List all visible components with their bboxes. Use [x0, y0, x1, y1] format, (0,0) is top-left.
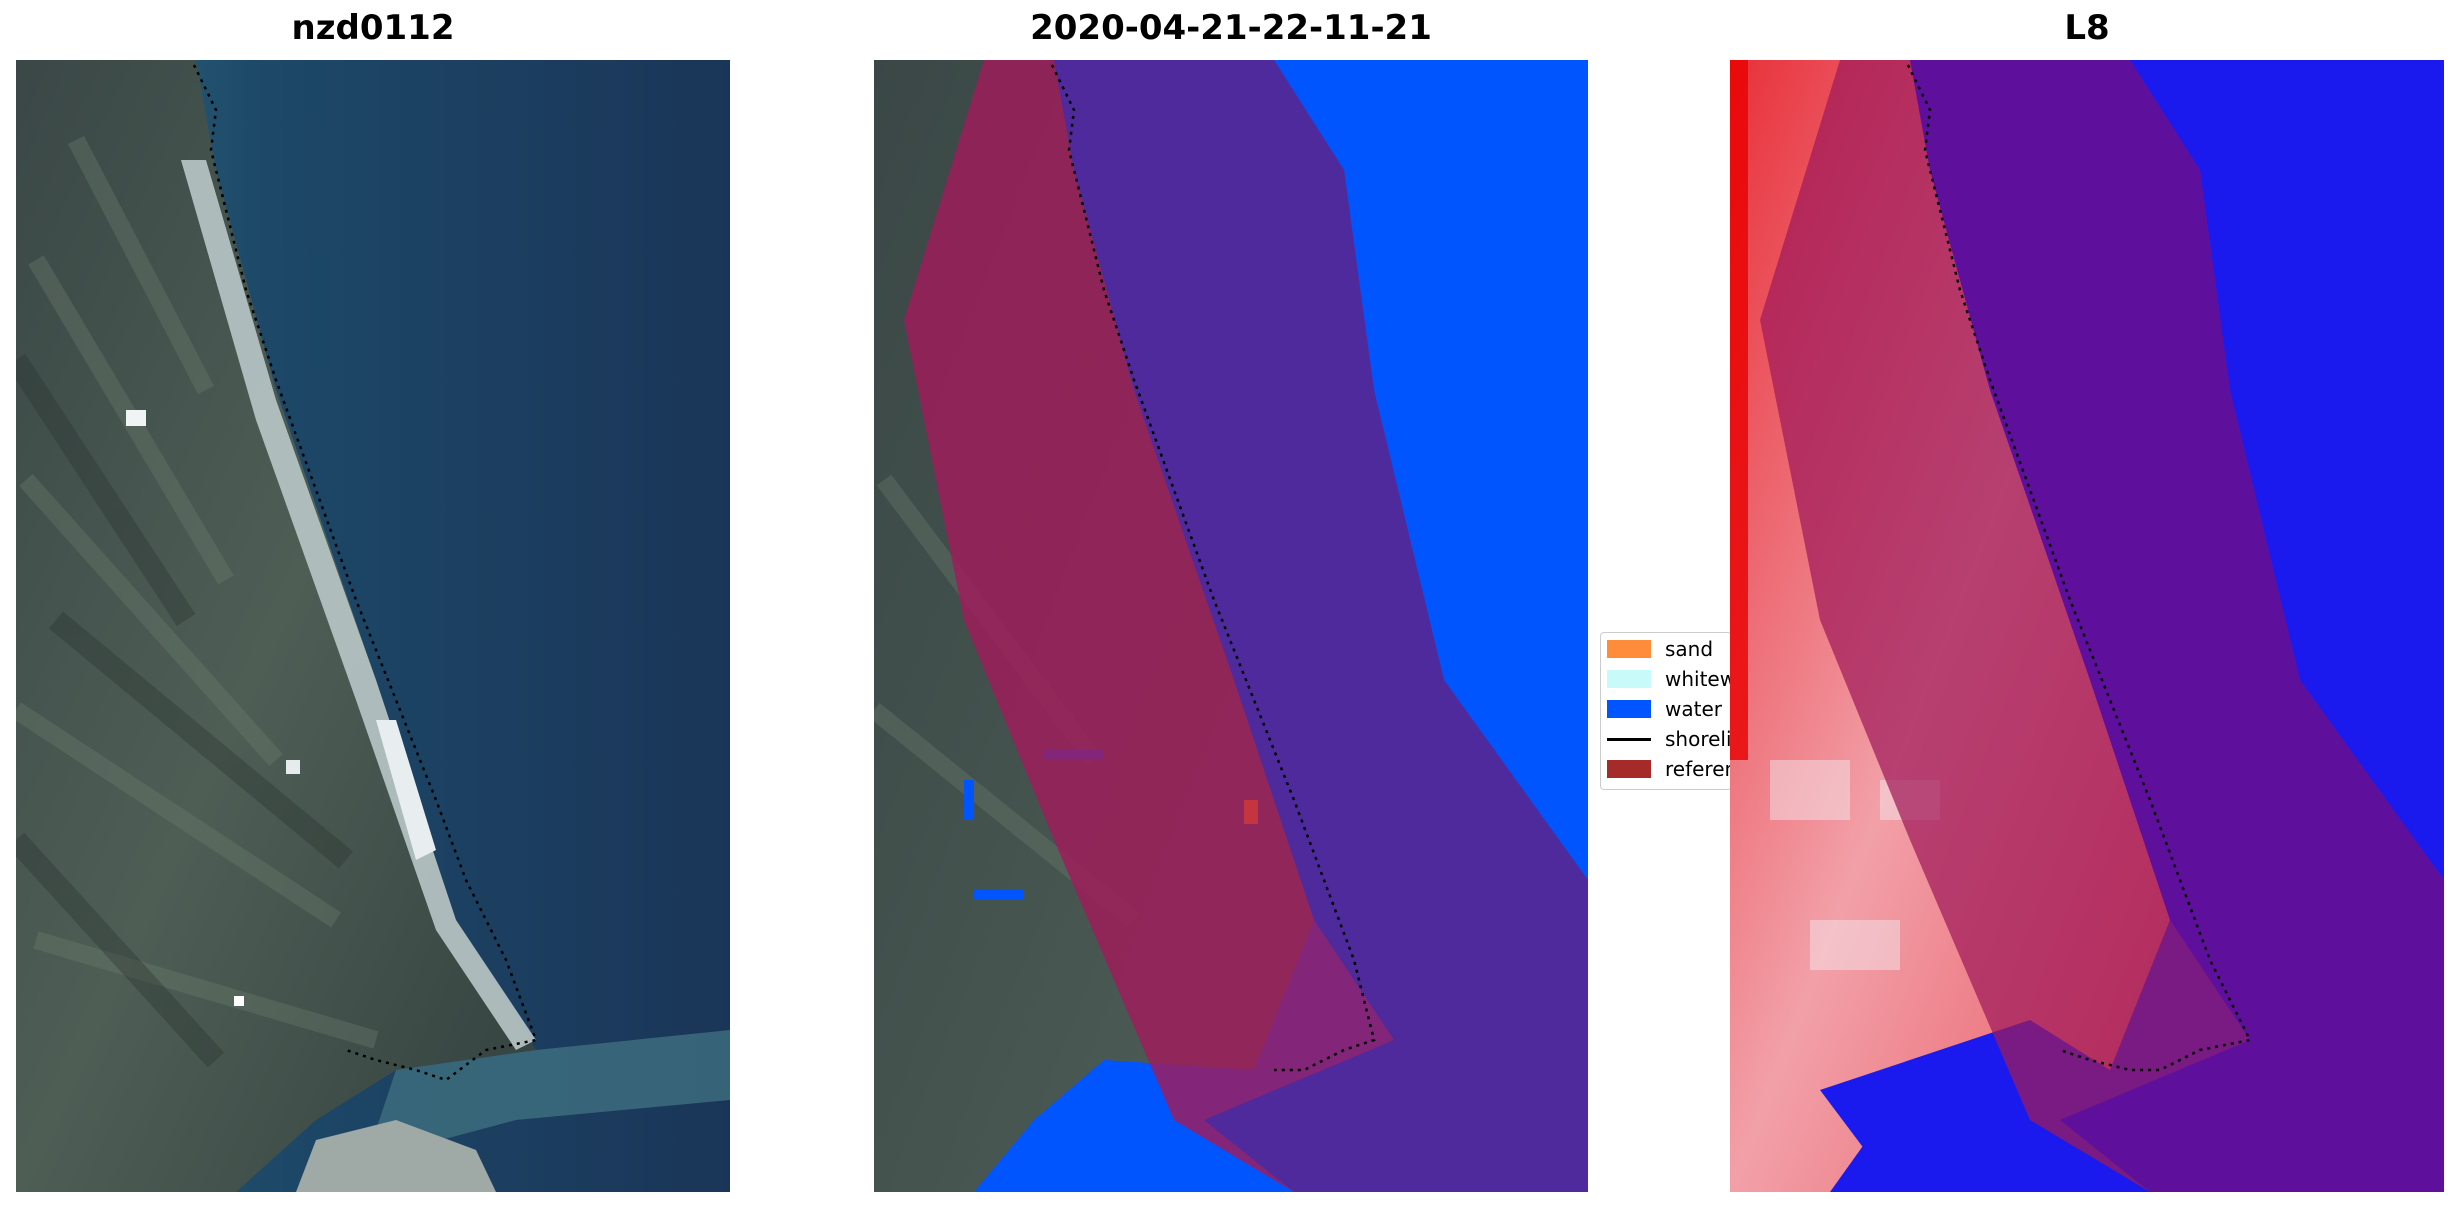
panel-title-classified: 2020-04-21-22-11-21 — [1030, 8, 1432, 48]
index-image — [1730, 60, 2444, 1192]
shoreline-line — [192, 64, 538, 1082]
rgb-satellite-image — [16, 60, 730, 1192]
classified-image — [874, 60, 1588, 1192]
panel-title-index: L8 — [2064, 8, 2110, 48]
panel-title-rgb: nzd0112 — [291, 8, 455, 48]
